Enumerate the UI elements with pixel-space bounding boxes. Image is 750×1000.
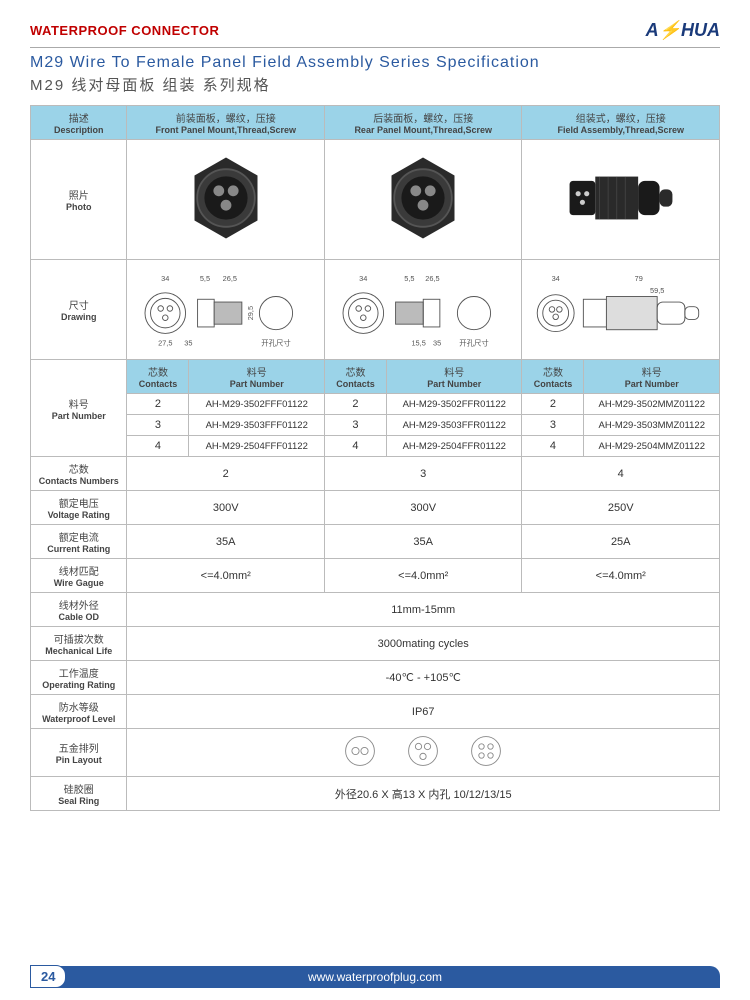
svg-text:26,5: 26,5 bbox=[425, 273, 439, 282]
col-field-assembly: 组装式，螺纹，压接 Field Assembly,Thread,Screw bbox=[522, 106, 720, 140]
row-od-label: 线材外径Cable OD bbox=[31, 593, 127, 627]
header-title: WATERPROOF CONNECTOR bbox=[30, 23, 219, 38]
spec-table: 描述 Description 前装面板，螺纹，压接 Front Panel Mo… bbox=[30, 105, 720, 811]
page-header: WATERPROOF CONNECTOR A⚡HUA bbox=[30, 20, 720, 48]
svg-text:59,5: 59,5 bbox=[650, 285, 664, 294]
row-contacts-label: 芯数Contacts Numbers bbox=[31, 457, 127, 491]
col-front-panel: 前装面板，螺纹，压接 Front Panel Mount,Thread,Scre… bbox=[127, 106, 325, 140]
title-english: M29 Wire To Female Panel Field Assembly … bbox=[30, 54, 720, 72]
row-photo-label: 照片 Photo bbox=[31, 140, 127, 260]
svg-text:15,5: 15,5 bbox=[411, 338, 425, 347]
connector-photo-icon bbox=[561, 153, 681, 243]
svg-text:26,5: 26,5 bbox=[223, 273, 237, 282]
page-number: 24 bbox=[30, 965, 66, 988]
brand-logo: A⚡HUA bbox=[646, 20, 720, 41]
col-rear-panel: 后装面板，螺纹，压接 Rear Panel Mount,Thread,Screw bbox=[324, 106, 522, 140]
svg-text:5,5: 5,5 bbox=[404, 273, 414, 282]
row-partnumber-label: 料号 Part Number bbox=[31, 360, 127, 457]
row-mech-label: 可插拔次数Mechanical Life bbox=[31, 627, 127, 661]
svg-text:29,5: 29,5 bbox=[246, 305, 255, 319]
table-row: 4AH-M29-2504FFF01122 4AH-M29-2504FFR0112… bbox=[31, 436, 720, 457]
svg-text:27,5: 27,5 bbox=[159, 338, 173, 347]
table-row: 2AH-M29-3502FFF01122 2AH-M29-3502FFR0112… bbox=[31, 394, 720, 415]
svg-text:开孔尺寸: 开孔尺寸 bbox=[262, 338, 292, 347]
svg-text:开孔尺寸: 开孔尺寸 bbox=[459, 338, 489, 347]
drawing-rear: 34 5,5 26,5 15,5 35 开孔尺寸 bbox=[324, 260, 522, 360]
pin-layout-icon bbox=[333, 733, 513, 769]
row-current-label: 额定电流Current Rating bbox=[31, 525, 127, 559]
connector-photo-icon bbox=[378, 153, 468, 243]
row-drawing-label: 尺寸 Drawing bbox=[31, 260, 127, 360]
svg-text:34: 34 bbox=[552, 273, 560, 282]
row-waterproof-label: 防水等级Waterproof Level bbox=[31, 695, 127, 729]
row-voltage-label: 额定电压Voltage Rating bbox=[31, 491, 127, 525]
svg-text:34: 34 bbox=[162, 273, 170, 282]
footer-url: www.waterproofplug.com bbox=[30, 966, 720, 988]
title-chinese: M29 线对母面板 组装 系列规格 bbox=[30, 74, 720, 95]
svg-text:35: 35 bbox=[433, 338, 441, 347]
svg-text:5,5: 5,5 bbox=[200, 273, 210, 282]
svg-text:79: 79 bbox=[635, 273, 643, 282]
drawing-field: 34 79 59,5 bbox=[522, 260, 720, 360]
row-pinlayout-label: 五金排列Pin Layout bbox=[31, 729, 127, 777]
row-gauge-label: 线材匹配Wire Gague bbox=[31, 559, 127, 593]
connector-photo-icon bbox=[181, 153, 271, 243]
photo-field bbox=[522, 140, 720, 260]
photo-front bbox=[127, 140, 325, 260]
row-seal-label: 硅胶圈Seal Ring bbox=[31, 777, 127, 811]
photo-rear bbox=[324, 140, 522, 260]
row-temp-label: 工作温度Operating Rating bbox=[31, 661, 127, 695]
table-row: 3AH-M29-3503FFF01122 3AH-M29-3503FFR0112… bbox=[31, 415, 720, 436]
drawing-front: 34 5,5 26,5 27,5 35 29,5 开孔尺寸 bbox=[127, 260, 325, 360]
svg-text:34: 34 bbox=[359, 273, 367, 282]
col-description: 描述 Description bbox=[31, 106, 127, 140]
pin-layout-cell bbox=[127, 729, 720, 777]
svg-text:35: 35 bbox=[185, 338, 193, 347]
